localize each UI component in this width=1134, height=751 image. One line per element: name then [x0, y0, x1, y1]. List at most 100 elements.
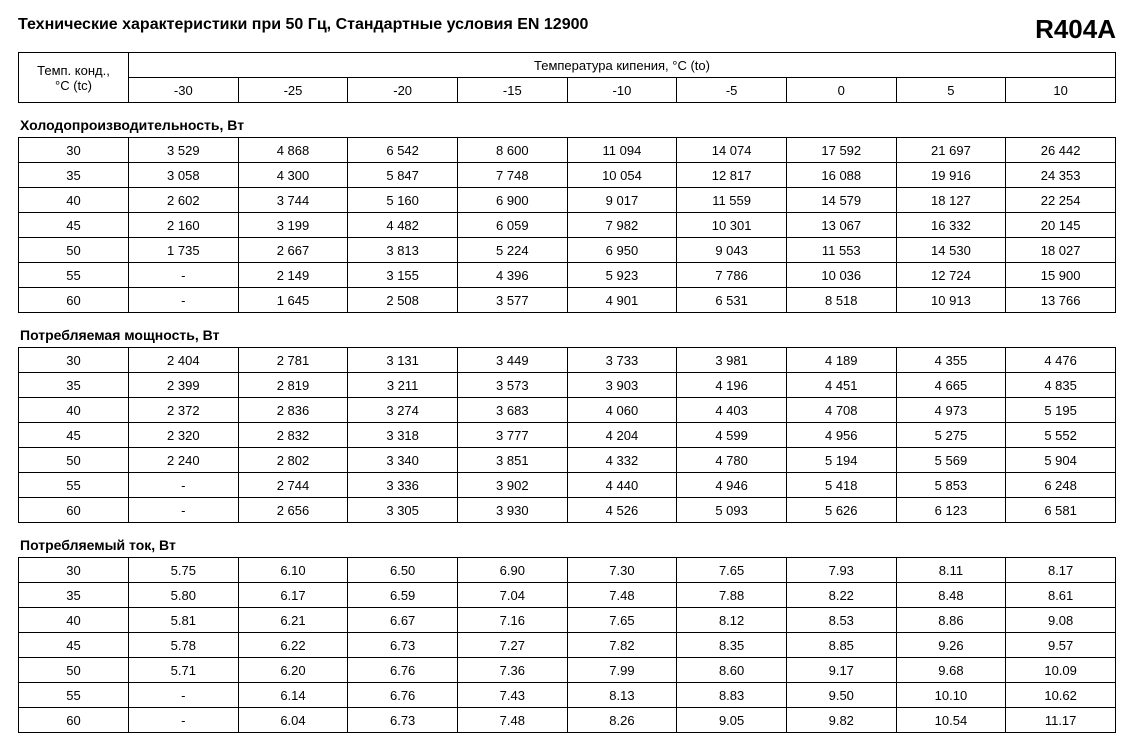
cell: 14 530: [896, 238, 1006, 263]
cell: 8.11: [896, 558, 1006, 583]
cell: 7.30: [567, 558, 677, 583]
table-row: 305.756.106.506.907.307.657.938.118.17: [19, 558, 1116, 583]
cell: 10.10: [896, 683, 1006, 708]
row-temp: 40: [19, 188, 129, 213]
cell: 4 403: [677, 398, 787, 423]
cell: 5.75: [129, 558, 239, 583]
row-temp: 55: [19, 683, 129, 708]
cell: 7.48: [457, 708, 567, 733]
cell: 7.36: [457, 658, 567, 683]
col-temp: -10: [567, 78, 677, 103]
table-row: 402 6023 7445 1606 9009 01711 55914 5791…: [19, 188, 1116, 213]
cell: 3 930: [457, 498, 567, 523]
cell: 3 155: [348, 263, 458, 288]
cell: 7 748: [457, 163, 567, 188]
cell: 2 399: [129, 373, 239, 398]
page-title: Технические характеристики при 50 Гц, Ст…: [18, 16, 588, 34]
cell: 12 724: [896, 263, 1006, 288]
cell: 8.17: [1006, 558, 1116, 583]
cell: 10 054: [567, 163, 677, 188]
header: Технические характеристики при 50 Гц, Ст…: [18, 16, 1116, 42]
cell: 8.61: [1006, 583, 1116, 608]
cell: 10 036: [786, 263, 896, 288]
col-temp: -25: [238, 78, 348, 103]
cell: 7.82: [567, 633, 677, 658]
cell: -: [129, 498, 239, 523]
cell: 7.93: [786, 558, 896, 583]
cell: 11 553: [786, 238, 896, 263]
col-temp: -15: [457, 78, 567, 103]
cell: 3 305: [348, 498, 458, 523]
cell: 17 592: [786, 138, 896, 163]
cell: 3 813: [348, 238, 458, 263]
cell: 4 060: [567, 398, 677, 423]
cell: 7 786: [677, 263, 787, 288]
cell: 12 817: [677, 163, 787, 188]
table-row: 55-2 7443 3363 9024 4404 9465 4185 8536 …: [19, 473, 1116, 498]
cell: 8.12: [677, 608, 787, 633]
cell: -: [129, 473, 239, 498]
table-row: 455.786.226.737.277.828.358.859.269.57: [19, 633, 1116, 658]
cell: 22 254: [1006, 188, 1116, 213]
cell: 8.48: [896, 583, 1006, 608]
row-temp: 35: [19, 373, 129, 398]
cell: 11 094: [567, 138, 677, 163]
header-row-2: -30 -25 -20 -15 -10 -5 0 5 10: [19, 78, 1116, 103]
cell: 2 802: [238, 448, 348, 473]
cell: -: [129, 288, 239, 313]
cell: 3 336: [348, 473, 458, 498]
cell: 3 981: [677, 348, 787, 373]
section-title-current: Потребляемый ток, Вт: [20, 537, 1116, 553]
row-axis-l2: °C (tc): [55, 78, 92, 93]
cell: 3 573: [457, 373, 567, 398]
cell: 7.48: [567, 583, 677, 608]
cell: 16 088: [786, 163, 896, 188]
current-table: 305.756.106.506.907.307.657.938.118.1735…: [18, 557, 1116, 733]
cell: 5.81: [129, 608, 239, 633]
cell: 4 204: [567, 423, 677, 448]
cell: 4 956: [786, 423, 896, 448]
cell: 8.85: [786, 633, 896, 658]
table-row: 502 2402 8023 3403 8514 3324 7805 1945 5…: [19, 448, 1116, 473]
cell: 9.50: [786, 683, 896, 708]
header-row-1: Темп. конд., °C (tc) Температура кипения…: [19, 53, 1116, 78]
table-row: 352 3992 8193 2113 5733 9034 1964 4514 6…: [19, 373, 1116, 398]
cell: 5.71: [129, 658, 239, 683]
cell: 7.65: [677, 558, 787, 583]
cell: 18 027: [1006, 238, 1116, 263]
cell: 8.86: [896, 608, 1006, 633]
cell: 18 127: [896, 188, 1006, 213]
cell: 3 199: [238, 213, 348, 238]
cell: 9.82: [786, 708, 896, 733]
cell: 5.78: [129, 633, 239, 658]
cell: 4 332: [567, 448, 677, 473]
row-axis-label: Темп. конд., °C (tc): [19, 53, 129, 103]
cell: 2 781: [238, 348, 348, 373]
col-temp: -5: [677, 78, 787, 103]
cell: 6.67: [348, 608, 458, 633]
cell: 9.26: [896, 633, 1006, 658]
table-row: 505.716.206.767.367.998.609.179.6810.09: [19, 658, 1116, 683]
cell: 8 518: [786, 288, 896, 313]
capacity-table: 303 5294 8686 5428 60011 09414 07417 592…: [18, 137, 1116, 313]
cell: 6.90: [457, 558, 567, 583]
cell: 9 017: [567, 188, 677, 213]
cell: 5 847: [348, 163, 458, 188]
cell: 9.08: [1006, 608, 1116, 633]
cell: 8.13: [567, 683, 677, 708]
cell: 6.76: [348, 683, 458, 708]
cell: 3 733: [567, 348, 677, 373]
row-axis-l1: Темп. конд.,: [37, 63, 110, 78]
cell: 4 189: [786, 348, 896, 373]
table-row: 303 5294 8686 5428 60011 09414 07417 592…: [19, 138, 1116, 163]
table-row: 452 3202 8323 3183 7774 2044 5994 9565 2…: [19, 423, 1116, 448]
cell: 6.17: [238, 583, 348, 608]
table-row: 60-6.046.737.488.269.059.8210.5411.17: [19, 708, 1116, 733]
row-temp: 60: [19, 708, 129, 733]
cell: 13 766: [1006, 288, 1116, 313]
row-temp: 55: [19, 263, 129, 288]
cell: 9.05: [677, 708, 787, 733]
cell: 2 656: [238, 498, 348, 523]
cell: 21 697: [896, 138, 1006, 163]
cell: 3 683: [457, 398, 567, 423]
